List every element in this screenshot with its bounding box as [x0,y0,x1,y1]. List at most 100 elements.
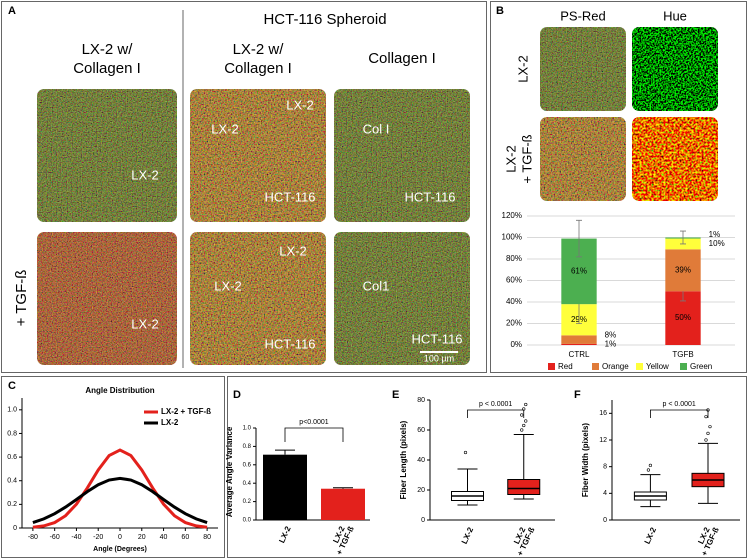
micrograph [334,89,470,222]
x-tick-label: -20 [93,534,103,541]
data-label: 39% [675,265,691,274]
x-tick-label: 80 [203,534,211,541]
micrograph [190,232,326,365]
legend-label: Red [558,362,573,371]
outlier [524,402,528,407]
x-axis-label: Angle (Degrees) [93,546,147,553]
error-bar [333,487,353,489]
image-label: LX-2 [279,243,306,258]
row-label: + TGF-ß [519,134,534,183]
y-tick-label: 0.6 [7,454,17,461]
error-bar [576,219,582,258]
image-label: HCT-116 [264,336,315,351]
data-label: 1% [605,340,617,349]
y-tick-label: 80% [506,254,522,263]
box [507,479,541,495]
image-label: HCT-116 [264,189,315,204]
column-title: Collagen I [368,50,436,67]
annotation: p<0.0001 [299,419,328,426]
y-tick-label: 1.0 [7,407,17,414]
y-tick-label: 0 [13,525,17,532]
y-tick-label: 1.0 [243,426,252,432]
x-tick-label: -80 [28,534,38,541]
significance-bracket [650,409,709,418]
y-tick-label: 0.4 [243,481,252,487]
y-tick-label: 20 [417,487,425,494]
x-tick-label: -40 [71,534,81,541]
image-label: LX-2 [131,316,158,331]
outlier [706,431,710,435]
micrograph [632,117,718,201]
y-tick-label: 0 [421,517,425,524]
legend-label: Green [690,362,712,371]
micrograph [37,232,177,365]
outlier [463,450,468,455]
column-title: Collagen I [73,60,141,77]
chart-title: Angle Distribution [85,386,154,395]
panel-frame [1,376,225,558]
significance-bracket [467,409,525,418]
y-tick-label: 0.2 [243,499,252,505]
panel-frame [490,1,747,373]
column-title: Hue [663,8,687,23]
outlier [648,463,653,467]
y-tick-label: 0% [510,340,522,349]
micrograph [540,117,626,201]
annotation: p < 0.0001 [663,401,696,408]
y-axis-label: Average Angle Variance [225,426,234,517]
outlier [522,423,526,428]
legend-swatch [680,363,687,370]
legend-swatch [548,363,555,370]
data-label: 1% [709,230,721,239]
legend-label: LX-2 + TGF-ß [161,407,211,416]
scale-bar-label: 100 µm [424,353,454,363]
bar-segment [561,335,597,344]
outlier [520,413,524,417]
data-label: 50% [675,313,691,322]
y-tick-label: 0.0 [243,518,252,524]
x-tick-label: CTRL [569,350,590,359]
image-label: Col I [363,121,390,136]
outlier [708,425,712,429]
image-label: HCT-116 [404,189,455,204]
error-bar [680,230,686,245]
row-label: LX-2 [515,55,530,82]
y-tick-label: 80 [417,397,425,404]
y-tick-label: 20% [506,319,522,328]
bar-segment [561,343,597,345]
bar [321,488,365,520]
x-tick-label: 60 [181,534,189,541]
y-tick-label: 60 [417,427,425,434]
panel-letter: F [574,389,581,401]
legend-swatch [592,363,599,370]
y-tick-label: 12 [599,437,607,444]
outlier [646,468,651,472]
panel-letter: C [8,380,16,392]
line-series [32,476,208,524]
y-tick-label: 60% [506,276,522,285]
micrograph [632,27,718,111]
x-tick-label: 40 [160,534,168,541]
image-label: Col1 [363,278,390,293]
x-tick-label: LX-2 [277,524,293,544]
y-tick-label: 0.2 [7,501,17,508]
y-tick-label: 0.8 [243,444,252,450]
image-label: LX-2 [131,167,158,182]
legend-label: LX-2 [161,418,179,427]
y-tick-label: 0.8 [7,430,17,437]
x-tick-label: -60 [50,534,60,541]
column-title: Collagen I [224,60,292,77]
legend-label: Yellow [646,362,669,371]
panel-frame [1,1,487,373]
image-label: LX-2 [214,278,241,293]
group-title: HCT-116 Spheroid [263,11,386,28]
legend-swatch [636,363,643,370]
outlier [524,419,528,423]
panel-letter: E [392,389,399,401]
outlier [704,415,708,419]
column-title: PS-Red [560,8,606,23]
significance-bracket [284,427,344,442]
micrograph [334,232,470,365]
y-axis-label: Fiber Length (pixels) [399,420,408,499]
